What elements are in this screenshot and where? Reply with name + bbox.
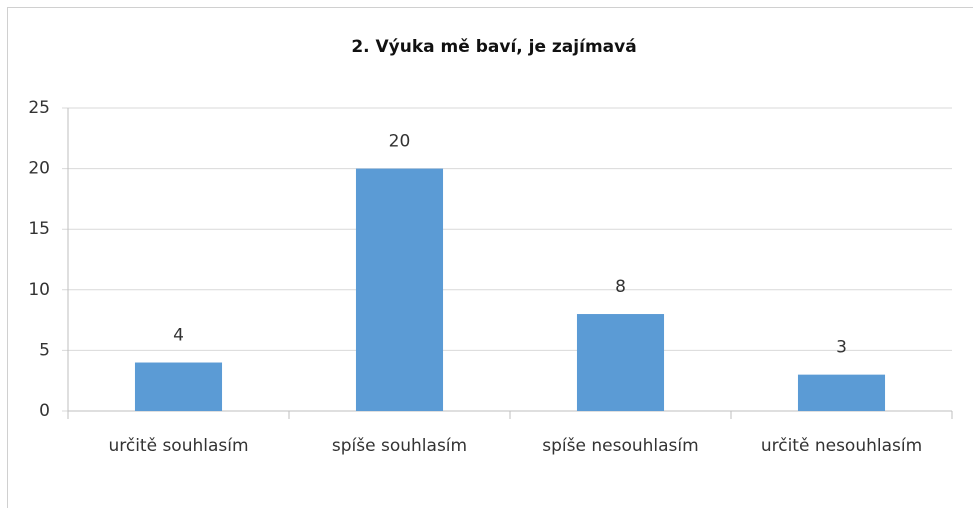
data-label: 8 <box>615 277 626 297</box>
chart-frame <box>7 7 973 508</box>
y-tick-label: 25 <box>28 98 50 118</box>
data-label: 3 <box>836 338 847 358</box>
x-tick-label: určitě nesouhlasím <box>761 436 922 456</box>
x-tick-label: spíše souhlasím <box>332 436 467 456</box>
y-tick-label: 0 <box>39 401 50 421</box>
bar <box>797 374 886 411</box>
x-tick-label: určitě souhlasím <box>108 436 248 456</box>
chart-title: 2. Výuka mě baví, je zajímavá <box>351 37 636 57</box>
y-tick-label: 5 <box>39 340 50 360</box>
y-tick-label: 15 <box>28 219 50 239</box>
x-tick-label: spíše nesouhlasím <box>542 436 698 456</box>
bar <box>134 362 223 411</box>
y-tick-label: 20 <box>28 159 50 179</box>
data-label: 20 <box>389 132 411 152</box>
bar <box>576 314 665 411</box>
data-label: 4 <box>173 326 184 346</box>
bar <box>355 168 444 411</box>
y-tick-label: 10 <box>28 280 50 300</box>
